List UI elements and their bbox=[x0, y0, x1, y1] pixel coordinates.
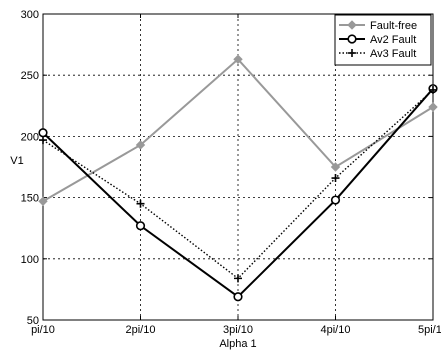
data-point-plus bbox=[348, 49, 356, 57]
x-tick-label: 4pi/10 bbox=[321, 324, 351, 336]
data-point-diamond bbox=[347, 20, 357, 30]
y-tick-label: 150 bbox=[21, 193, 39, 205]
x-tick-label: 5pi/10 bbox=[418, 324, 441, 336]
series-av3-fault bbox=[39, 85, 437, 283]
data-point-plus bbox=[136, 199, 145, 208]
data-point-circle bbox=[347, 34, 357, 44]
data-point-plus bbox=[429, 85, 437, 94]
y-tick-label: 50 bbox=[27, 315, 39, 327]
data-point-circle bbox=[38, 128, 48, 138]
y-axis-ticks: 50 100 150 200 250 300 bbox=[21, 9, 433, 327]
x-tick-label: pi/10 bbox=[31, 324, 55, 336]
series-group bbox=[38, 54, 438, 302]
y-tick-label: 200 bbox=[21, 131, 39, 143]
legend-label: Av2 Fault bbox=[370, 34, 416, 46]
data-point-plus bbox=[39, 136, 47, 145]
data-point-plus bbox=[234, 274, 242, 283]
x-tick-label: 2pi/10 bbox=[126, 324, 156, 336]
data-point-diamond bbox=[233, 54, 243, 64]
data-point-circle bbox=[330, 195, 341, 205]
data-point-circle bbox=[135, 221, 146, 231]
x-axis-title: Alpha 1 bbox=[219, 338, 256, 350]
data-point-diamond bbox=[38, 196, 48, 206]
y-axis-title: V1 bbox=[10, 155, 23, 167]
y-tick-label: 100 bbox=[21, 254, 39, 266]
legend-label: Fault-free bbox=[370, 20, 417, 32]
x-axis-ticks: pi/10 2pi/10 3pi/10 4pi/10 5pi/10 bbox=[31, 14, 441, 336]
series-fault-free bbox=[38, 54, 438, 206]
y-tick-label: 250 bbox=[21, 70, 39, 82]
legend: Fault-free Av2 Fault Av3 Fault bbox=[334, 14, 432, 66]
x-tick-label: 3pi/10 bbox=[223, 324, 253, 336]
data-point-diamond bbox=[135, 140, 146, 150]
data-point-diamond bbox=[330, 162, 341, 172]
y-tick-label: 300 bbox=[21, 9, 39, 21]
legend-label: Av3 Fault bbox=[370, 48, 416, 60]
data-point-circle bbox=[233, 292, 243, 302]
data-point-diamond bbox=[428, 102, 438, 112]
data-point-plus bbox=[331, 174, 340, 183]
